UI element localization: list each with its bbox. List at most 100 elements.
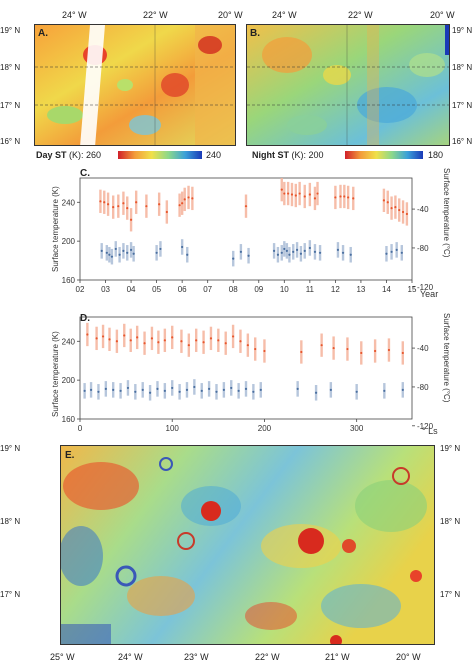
chart-c-xtick-label: 08 <box>229 285 238 294</box>
chart-d-day-point <box>101 335 105 338</box>
chart-c-xtick-label: 06 <box>178 285 187 294</box>
night-st-unit: (K): 200 <box>291 150 324 160</box>
chart-c-day-point <box>313 197 317 200</box>
chart-d-night-point <box>97 390 100 393</box>
chart-c-day-point <box>181 202 184 205</box>
map-b-lat-label-1: 19° N <box>452 26 473 35</box>
chart-d-day-point <box>157 341 160 344</box>
chart-c-night-point <box>239 250 242 253</box>
map-e-lat-left-3: 17° N <box>0 590 21 599</box>
chart-c-night-point <box>129 248 133 251</box>
chart-c-xlabel: Year <box>420 289 438 299</box>
chart-c-day-point <box>401 210 405 214</box>
chart-c-xtick-label: 04 <box>127 285 136 294</box>
chart-d-night-point <box>112 388 115 391</box>
chart-c-night-point <box>318 251 322 254</box>
chart-c-night-point <box>118 253 121 256</box>
chart-d-night-point <box>314 391 318 394</box>
chart-d-svg: Surface temperature (K) Surface temperat… <box>51 313 451 436</box>
chart-d-day-point <box>300 350 303 354</box>
chart-d: Surface temperature (K) Surface temperat… <box>0 305 474 440</box>
chart-c-day-point <box>294 194 297 197</box>
chart-c-day-point <box>187 196 190 199</box>
chart-d-day-point <box>202 341 205 344</box>
chart-c-night-point <box>272 249 276 252</box>
chart-d-night-point <box>237 389 240 392</box>
map-e-lon-6: 20° W <box>396 652 421 662</box>
night-colorbar-caption: Night ST (K): 200 <box>252 150 324 160</box>
chart-c-day-point <box>117 205 120 208</box>
chart-d-night-point <box>208 387 211 390</box>
chart-c-xtick-label: 15 <box>408 285 417 294</box>
chart-c-day-point <box>339 195 342 198</box>
chart-d-day-point <box>195 339 198 342</box>
chart-d-night-point <box>215 390 218 393</box>
chart-c-night-point <box>299 252 303 255</box>
chart-c-night-point <box>122 249 125 252</box>
chart-d-day-point <box>254 347 257 351</box>
chart-c: Surface temperature (K) Surface temperat… <box>0 160 474 305</box>
map-e-lon-3: 23° W <box>184 652 209 662</box>
night-st-label: Night ST <box>252 150 289 160</box>
chart-c-night-point <box>276 253 280 256</box>
chart-d-day-point <box>374 349 377 353</box>
chart-d-plot-frame <box>79 316 413 420</box>
chart-c-day-point <box>126 207 129 210</box>
chart-c-day-point <box>283 192 286 195</box>
chart-d-night-point <box>134 390 137 393</box>
chart-d-night-point <box>230 386 233 390</box>
chart-c-night-point <box>181 245 184 249</box>
chart-d-day-point <box>224 342 227 345</box>
map-a-lon-label-2: 22° W <box>143 10 168 20</box>
chart-c-night-point <box>341 251 345 254</box>
chart-c-night-point <box>308 246 311 250</box>
chart-c-day-point <box>244 205 248 208</box>
chart-d-day-point <box>115 340 118 343</box>
chart-d-ytick-right-label: -80 <box>417 383 429 392</box>
chart-c-day-point <box>303 195 306 198</box>
chart-c-day-point <box>298 192 301 195</box>
map-e-lat-right-3: 17° N <box>440 590 461 599</box>
chart-c-night-point <box>395 248 398 251</box>
day-cb-high: 240 <box>206 150 222 160</box>
chart-d-day-point <box>387 348 391 352</box>
chart-c-day-point <box>106 203 110 206</box>
chart-c-night-point <box>390 250 393 253</box>
chart-c-day-point <box>290 193 294 196</box>
chart-c-night-point <box>400 251 403 254</box>
chart-c-xtick-label: 03 <box>101 285 110 294</box>
chart-d-ytick-left-label: 240 <box>62 337 76 346</box>
chart-d-night-point <box>156 387 159 390</box>
chart-d-day-point <box>187 344 190 347</box>
chart-c-night-point <box>295 248 299 251</box>
map-e-lat-left-1: 19° N <box>0 444 21 453</box>
map-a-lat-label-3: 17° N <box>0 101 21 110</box>
chart-d-night-point <box>119 389 122 392</box>
chart-c-night-point <box>292 250 295 253</box>
chart-d-ylabel-right: Surface temperature (°C) <box>442 313 451 403</box>
chart-c-day-point <box>347 196 350 199</box>
chart-c-xtick-label: 02 <box>76 285 85 294</box>
chart-c-day-point <box>165 210 168 214</box>
surface-temperature-map: E. <box>60 445 435 645</box>
map-b-lon-label-2: 22° W <box>348 10 373 20</box>
chart-c-ytick-left-label: 160 <box>62 276 76 285</box>
chart-d-day-point <box>231 335 235 338</box>
chart-c-night-point <box>303 249 306 252</box>
chart-c-letter: C. <box>80 168 90 179</box>
chart-d-xtick-label: 0 <box>78 424 83 433</box>
chart-d-night-point <box>193 385 196 389</box>
map-a-lon-label-3: 20° W <box>218 10 243 20</box>
chart-c-night-point <box>186 253 189 256</box>
chart-c-day-point <box>178 204 181 207</box>
chart-d-night-point <box>329 388 332 391</box>
chart-c-day-point <box>343 195 346 198</box>
chart-d-day-point <box>401 351 404 355</box>
chart-d-xlabel: ° Ls <box>422 426 438 436</box>
chart-c-day-point <box>334 196 337 199</box>
chart-c-day-point <box>308 193 311 196</box>
chart-c-ytick-left-label: 240 <box>62 198 76 207</box>
chart-c-xtick-label: 14 <box>382 285 391 294</box>
chart-d-day-point <box>86 333 89 336</box>
chart-d-day-point <box>108 338 111 341</box>
